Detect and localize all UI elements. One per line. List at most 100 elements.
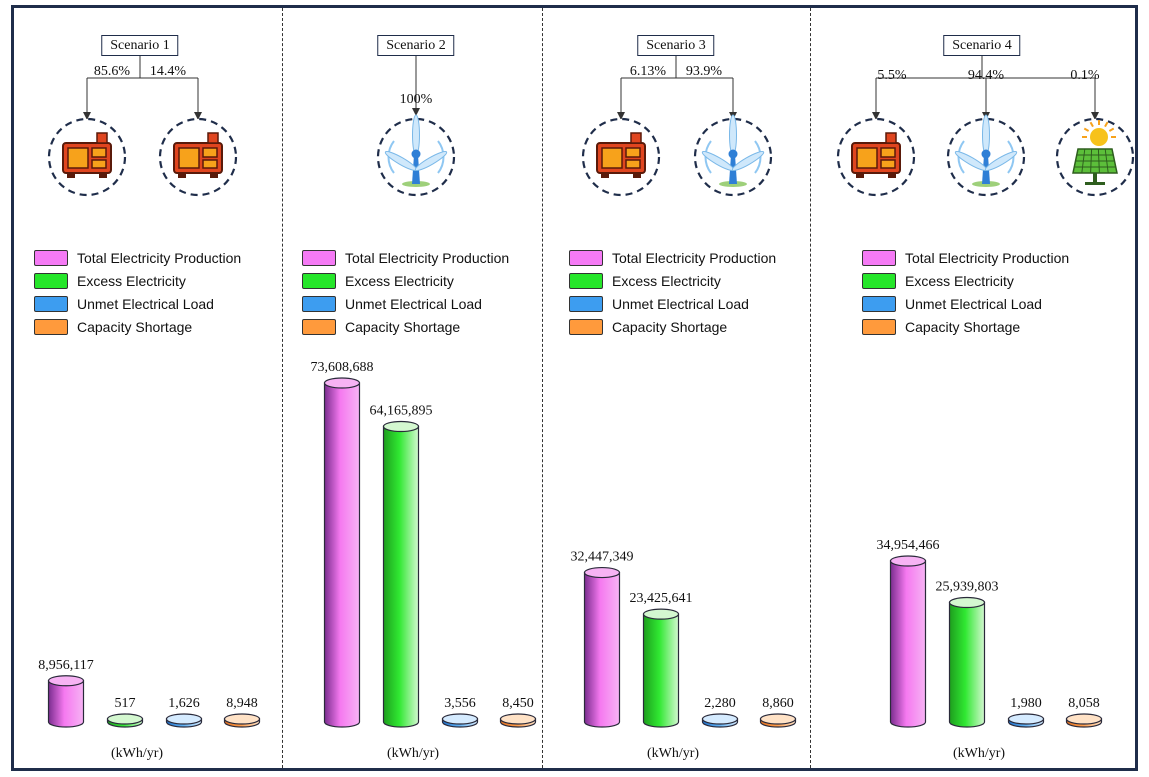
panel-divider: [282, 8, 283, 768]
source-icon-badge: [581, 117, 661, 197]
legend-swatch: [34, 295, 68, 312]
source-share-label: 93.9%: [685, 64, 723, 79]
source-icon-badge: [1055, 117, 1135, 197]
legend-item: Total Electricity Production: [34, 246, 241, 269]
legend: Total Electricity Production Excess Elect…: [34, 246, 241, 338]
bar: [106, 713, 144, 728]
legend-swatch: [862, 272, 896, 289]
legend-swatch: [302, 272, 336, 289]
legend-label: Excess Electricity: [905, 272, 1014, 289]
data-label: 517: [115, 696, 136, 711]
unit-label: (kWh/yr): [952, 746, 1006, 761]
data-label: 3,556: [444, 696, 476, 711]
unit-label: (kWh/yr): [646, 746, 700, 761]
data-label: 34,954,466: [877, 538, 940, 553]
legend-label: Capacity Shortage: [905, 318, 1021, 335]
legend-item: Capacity Shortage: [862, 315, 1069, 338]
data-label: 8,948: [226, 696, 258, 711]
source-icon-badge: [693, 114, 773, 197]
connector-lines: [872, 52, 1099, 120]
data-label: 8,860: [762, 696, 794, 711]
legend-swatch: [862, 249, 896, 266]
bar-chart: 8,956,117 517 1,626 8,948 73,608,688 64,165,8…: [38, 52, 1135, 728]
bar: [165, 713, 203, 728]
source-share-label: 100%: [399, 92, 433, 107]
bar: [1007, 713, 1045, 728]
source-icon-badge: [946, 114, 1026, 197]
legend-item: Excess Electricity: [862, 269, 1069, 292]
legend-item: Excess Electricity: [569, 269, 776, 292]
legend-item: Excess Electricity: [34, 269, 241, 292]
legend-label: Unmet Electrical Load: [77, 295, 214, 312]
connector-lines: [83, 52, 202, 120]
bar: [642, 608, 680, 728]
legend-item: Unmet Electrical Load: [302, 292, 509, 315]
source-share-label: 14.4%: [149, 64, 187, 79]
bar: [323, 377, 361, 728]
legend-label: Excess Electricity: [612, 272, 721, 289]
data-label: 64,165,895: [370, 403, 433, 418]
data-label: 23,425,641: [630, 591, 693, 606]
data-label: 2,280: [704, 696, 736, 711]
bar: [701, 713, 739, 728]
bar: [1065, 713, 1103, 728]
source-icon-badge: [47, 117, 127, 197]
wind-turbine-icon: [701, 114, 765, 187]
legend-label: Unmet Electrical Load: [905, 295, 1042, 312]
connector-lines: [412, 52, 420, 116]
legend-swatch: [34, 272, 68, 289]
bar: [759, 713, 797, 728]
legend-item: Unmet Electrical Load: [34, 292, 241, 315]
legend-label: Total Electricity Production: [905, 249, 1070, 266]
bar: [583, 566, 621, 728]
legend-swatch: [569, 272, 603, 289]
generator-icon: [596, 132, 646, 178]
legend-swatch: [302, 249, 336, 266]
legend-item: Capacity Shortage: [34, 315, 241, 338]
unit-label: (kWh/yr): [110, 746, 164, 761]
wind-turbine-icon: [384, 114, 448, 187]
bar: [441, 713, 479, 728]
legend-swatch: [302, 318, 336, 335]
legend-label: Unmet Electrical Load: [612, 295, 749, 312]
data-label: 8,956,117: [38, 658, 93, 673]
scenario-title: Scenario 1: [101, 35, 179, 56]
generator-icon: [851, 132, 901, 178]
legend-swatch: [34, 249, 68, 266]
source-share-label: 0.1%: [1070, 68, 1100, 83]
legend-label: Total Electricity Production: [612, 249, 777, 266]
legend-label: Capacity Shortage: [612, 318, 728, 335]
data-label: 25,939,803: [936, 580, 999, 595]
legend-label: Excess Electricity: [77, 272, 186, 289]
legend: Total Electricity Production Excess Elect…: [569, 246, 776, 338]
legend-swatch: [862, 295, 896, 312]
legend-item: Unmet Electrical Load: [862, 292, 1069, 315]
data-label: 8,450: [502, 696, 534, 711]
legend-label: Total Electricity Production: [77, 249, 242, 266]
legend-swatch: [862, 318, 896, 335]
data-label: 8,058: [1068, 696, 1100, 711]
scenario-title: Scenario 4: [943, 35, 1021, 56]
source-share-label: 85.6%: [93, 64, 131, 79]
legend-swatch: [569, 318, 603, 335]
legend-item: Capacity Shortage: [569, 315, 776, 338]
bar: [223, 713, 261, 728]
legend-label: Unmet Electrical Load: [345, 295, 482, 312]
legend-item: Excess Electricity: [302, 269, 509, 292]
bar: [889, 555, 927, 728]
legend-item: Total Electricity Production: [862, 246, 1069, 269]
scenario-title: Scenario 3: [637, 35, 715, 56]
connector-lines: [617, 52, 737, 120]
data-label: 32,447,349: [571, 550, 634, 565]
figure-frame: 8,956,117 517 1,626 8,948 73,608,688 64,165,8…: [11, 5, 1138, 771]
source-share-label: 5.5%: [877, 68, 907, 83]
legend-item: Unmet Electrical Load: [569, 292, 776, 315]
legend-label: Excess Electricity: [345, 272, 454, 289]
data-label: 1,626: [168, 696, 200, 711]
panel-divider: [810, 8, 811, 768]
legend-item: Total Electricity Production: [302, 246, 509, 269]
generator-icon: [173, 132, 223, 178]
legend-item: Total Electricity Production: [569, 246, 776, 269]
source-share-label: 94.4%: [967, 68, 1005, 83]
legend-label: Capacity Shortage: [77, 318, 193, 335]
